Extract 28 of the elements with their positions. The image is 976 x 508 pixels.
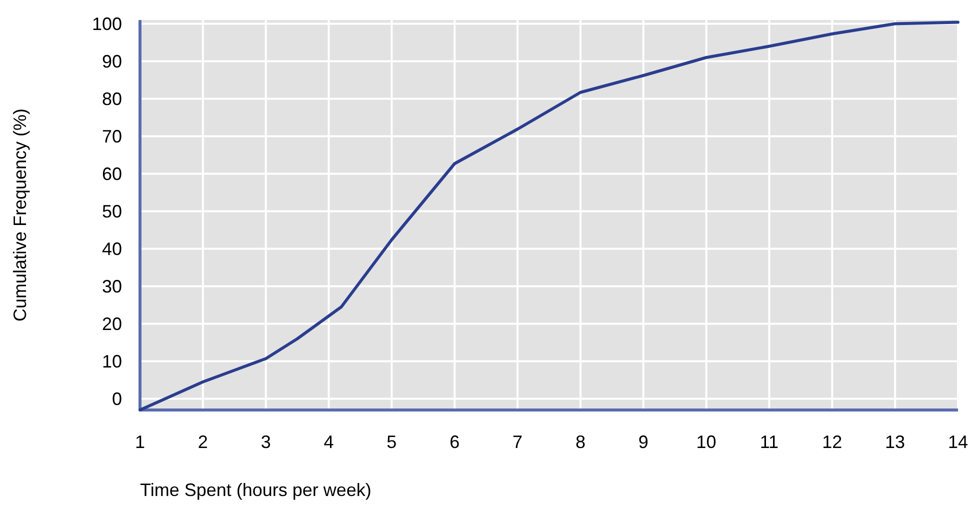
- x-tick-label: 7: [512, 432, 523, 452]
- x-tick-label: 8: [575, 432, 586, 452]
- x-tick-label: 12: [822, 432, 842, 452]
- y-tick-label: 80: [102, 89, 122, 110]
- y-tick-label: 70: [102, 126, 122, 147]
- x-axis-title: Time Spent (hours per week): [140, 480, 372, 500]
- y-tick-label: 100: [92, 14, 122, 34]
- y-tick-label: 10: [102, 352, 122, 372]
- y-tick-label: 60: [102, 164, 122, 184]
- y-tick-label: 40: [102, 239, 122, 260]
- x-tick-label: 9: [638, 432, 648, 452]
- x-tick-label: 10: [696, 432, 716, 452]
- y-tick-label: 0: [112, 389, 122, 410]
- y-tick-label: 90: [102, 52, 122, 72]
- line-series: [138, 20, 960, 412]
- x-tick-label: 3: [260, 432, 271, 452]
- x-tick-label: 6: [450, 432, 460, 452]
- x-tick-label: 5: [386, 432, 397, 452]
- x-tick-label: 11: [760, 432, 779, 452]
- y-tick-label: 50: [102, 202, 122, 222]
- x-tick-label: 13: [885, 432, 906, 452]
- y-tick-label: 20: [102, 314, 122, 334]
- y-axis-title: Cumulative Frequency (%): [10, 108, 30, 322]
- x-tick-label: 4: [324, 432, 334, 452]
- y-tick-label: 30: [102, 276, 122, 297]
- x-tick-label: 1: [134, 432, 146, 452]
- x-tick-label: 14: [948, 432, 968, 452]
- x-tick-label: 2: [198, 432, 208, 452]
